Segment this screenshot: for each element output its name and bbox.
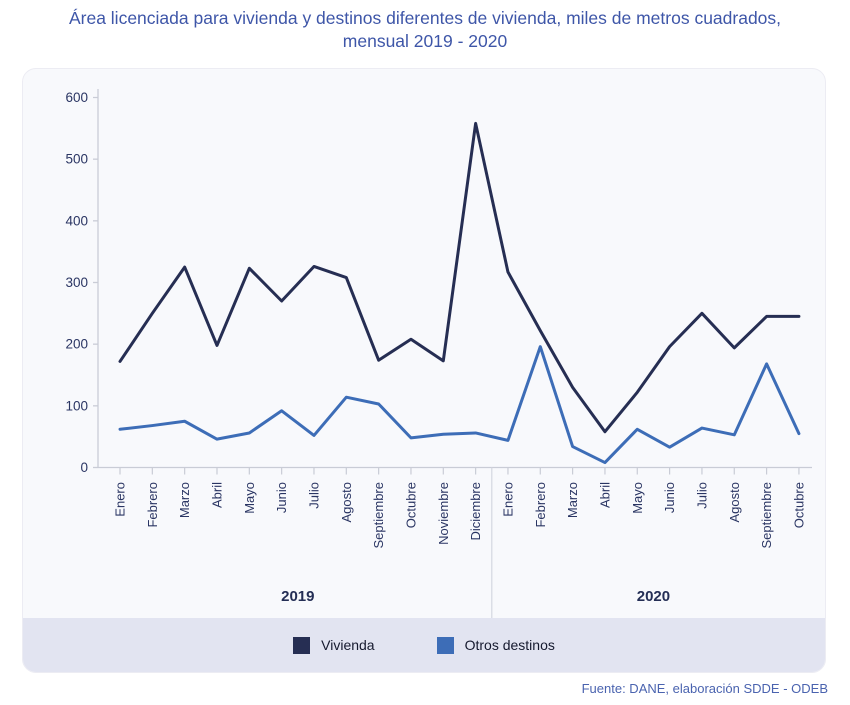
- y-tick-label: 500: [65, 152, 88, 167]
- otros-destinos-legend-label: Otros destinos: [464, 637, 555, 653]
- chart-title: Área licenciada para vivienda y destinos…: [0, 7, 850, 53]
- vivienda-legend-label: Vivienda: [321, 637, 375, 653]
- month-label: Mayo: [630, 482, 645, 514]
- y-tick-label: 100: [65, 398, 88, 413]
- source-note: Fuente: DANE, elaboración SDDE - ODEB: [581, 681, 828, 696]
- month-label: Julio: [694, 482, 709, 509]
- month-label: Mayo: [242, 482, 257, 514]
- month-label: Febrero: [145, 482, 160, 528]
- month-label: Octubre: [403, 482, 418, 528]
- month-label: Junio: [662, 482, 677, 513]
- y-tick-label: 200: [65, 337, 88, 352]
- vivienda-line: [118, 121, 801, 434]
- vivienda-legend-swatch: [293, 636, 311, 654]
- legend-item-otros-destinos: Otros destinos: [436, 636, 555, 654]
- month-label: Septiembre: [371, 482, 386, 548]
- month-label: Agosto: [339, 482, 354, 522]
- month-label: Septiembre: [759, 482, 774, 548]
- y-tick-label: 600: [65, 90, 88, 105]
- chart-panel: 0 100 200 300 400 500 600 Enero Febrero Marzo Abri…: [22, 68, 826, 673]
- month-label: Julio: [306, 482, 321, 509]
- y-tick-label: 0: [80, 460, 88, 475]
- line-chart-plot-area: 0 100 200 300 400 500 600 Enero Febrero Marzo Abri…: [65, 89, 812, 620]
- month-label: Abril: [209, 482, 224, 508]
- month-label: Abril: [597, 482, 612, 508]
- month-label: Diciembre: [468, 482, 483, 541]
- legend: Vivienda Otros destinos: [23, 618, 825, 672]
- month-label: Enero: [500, 482, 515, 517]
- month-label: Junio: [274, 482, 289, 513]
- otros-destinos-legend-swatch: [436, 636, 454, 654]
- year-label-2020: 2020: [637, 588, 670, 605]
- month-label: Agosto: [727, 482, 742, 522]
- y-tick-label: 400: [65, 213, 88, 228]
- chart-title-line-1: Área licenciada para vivienda y destinos…: [68, 8, 782, 28]
- legend-item-vivienda: Vivienda: [293, 636, 375, 654]
- month-label: Enero: [113, 482, 128, 517]
- month-label: Febrero: [533, 482, 548, 528]
- y-tick-label: 300: [65, 275, 88, 290]
- year-label-2019: 2019: [281, 588, 314, 605]
- month-label: Noviembre: [436, 482, 451, 545]
- month-label: Marzo: [565, 482, 580, 518]
- month-label: Marzo: [177, 482, 192, 518]
- chart-title-line-2: mensual 2019 - 2020: [342, 31, 508, 51]
- month-label: Octubre: [791, 482, 806, 528]
- otros-destinos-line: [118, 345, 801, 465]
